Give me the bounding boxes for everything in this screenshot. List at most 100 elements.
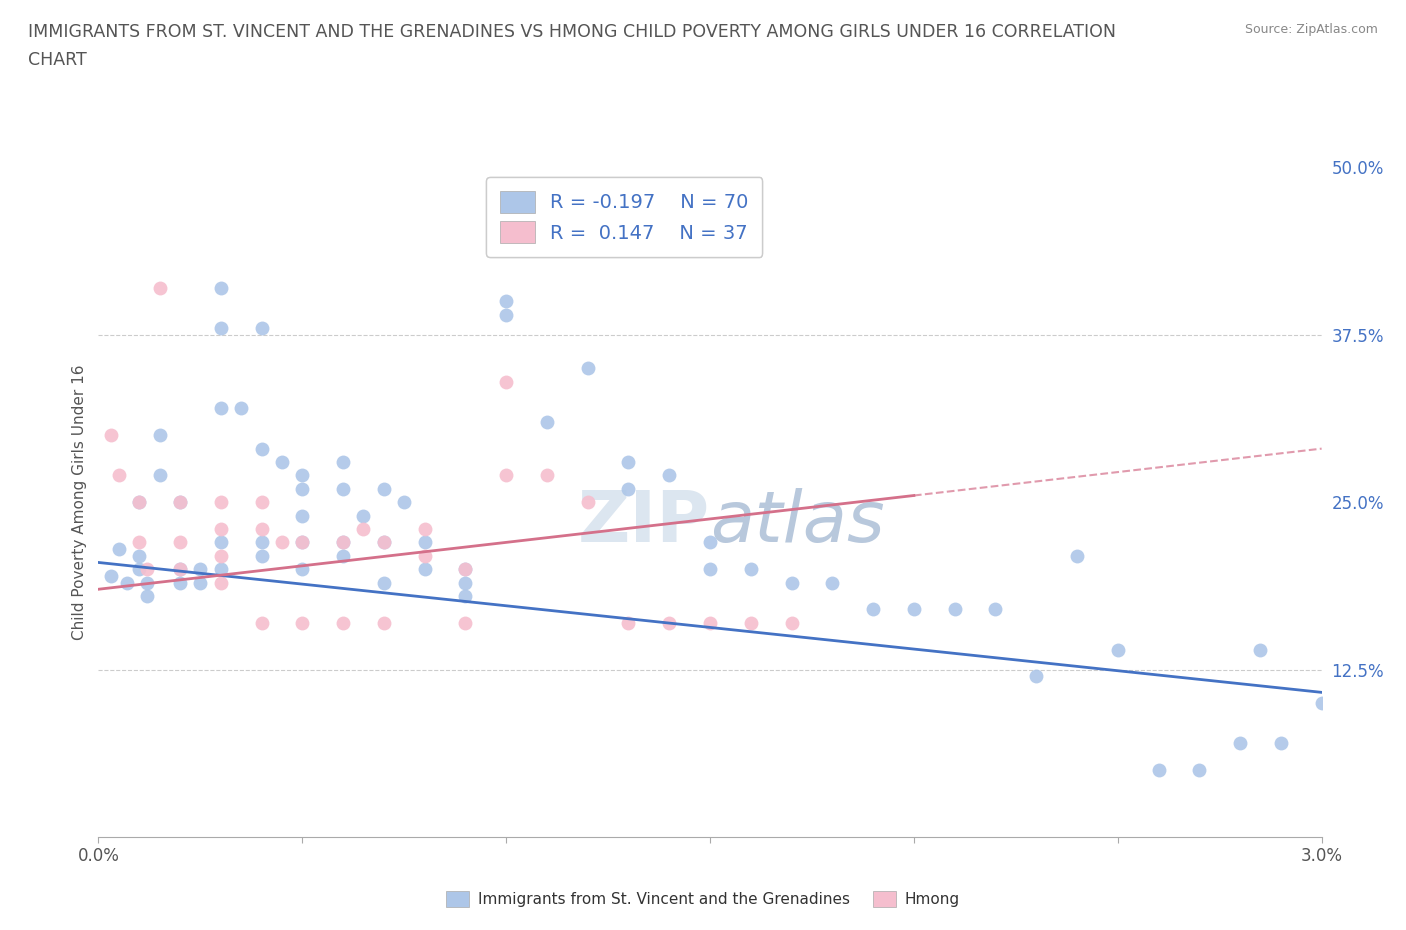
Point xyxy=(128,549,150,564)
Point xyxy=(169,575,191,590)
Point xyxy=(332,482,354,497)
Point xyxy=(413,535,436,550)
Text: Source: ZipAtlas.com: Source: ZipAtlas.com xyxy=(1244,23,1378,36)
Point xyxy=(291,482,314,497)
Text: atlas: atlas xyxy=(710,488,884,557)
Point xyxy=(1229,736,1251,751)
Point xyxy=(250,549,273,564)
Point xyxy=(943,602,966,617)
Point xyxy=(454,562,477,577)
Point xyxy=(128,535,150,550)
Point xyxy=(188,562,212,577)
Point xyxy=(209,495,232,510)
Point xyxy=(903,602,925,617)
Point xyxy=(454,562,477,577)
Legend: Immigrants from St. Vincent and the Grenadines, Hmong: Immigrants from St. Vincent and the Gren… xyxy=(440,884,966,913)
Point xyxy=(291,468,314,483)
Point xyxy=(291,535,314,550)
Point xyxy=(136,575,159,590)
Point xyxy=(1188,763,1211,777)
Point xyxy=(495,468,517,483)
Point xyxy=(169,562,191,577)
Point xyxy=(1270,736,1292,751)
Point xyxy=(231,401,253,416)
Point xyxy=(617,482,640,497)
Point xyxy=(1025,669,1047,684)
Point xyxy=(576,495,599,510)
Point xyxy=(169,535,191,550)
Point xyxy=(149,428,172,443)
Point xyxy=(454,575,477,590)
Point xyxy=(576,361,599,376)
Point xyxy=(270,535,292,550)
Point xyxy=(536,468,558,483)
Point xyxy=(699,535,721,550)
Point xyxy=(658,616,681,631)
Point xyxy=(984,602,1007,617)
Point xyxy=(270,455,292,470)
Point xyxy=(209,562,232,577)
Point xyxy=(1310,696,1333,711)
Point xyxy=(136,562,159,577)
Point xyxy=(209,321,232,336)
Point xyxy=(373,616,395,631)
Point xyxy=(209,535,232,550)
Point xyxy=(250,535,273,550)
Point xyxy=(209,401,232,416)
Point xyxy=(373,482,395,497)
Point xyxy=(1107,642,1129,657)
Point xyxy=(136,589,159,604)
Point xyxy=(373,575,395,590)
Point xyxy=(100,428,122,443)
Point xyxy=(128,562,150,577)
Point xyxy=(373,535,395,550)
Point xyxy=(413,522,436,537)
Point xyxy=(352,508,374,523)
Point xyxy=(115,575,138,590)
Point xyxy=(209,281,232,296)
Point xyxy=(169,562,191,577)
Point xyxy=(188,575,212,590)
Point xyxy=(250,616,273,631)
Point xyxy=(740,562,762,577)
Point xyxy=(617,455,640,470)
Point xyxy=(149,281,172,296)
Point xyxy=(332,535,354,550)
Point xyxy=(617,616,640,631)
Text: CHART: CHART xyxy=(28,51,87,69)
Point xyxy=(250,495,273,510)
Point xyxy=(495,294,517,309)
Point xyxy=(1249,642,1271,657)
Point xyxy=(1066,549,1088,564)
Point xyxy=(495,374,517,389)
Point xyxy=(291,616,314,631)
Point xyxy=(209,549,232,564)
Point xyxy=(332,616,354,631)
Legend: R = -0.197    N = 70, R =  0.147    N = 37: R = -0.197 N = 70, R = 0.147 N = 37 xyxy=(486,177,762,257)
Point xyxy=(699,562,721,577)
Point xyxy=(373,535,395,550)
Point xyxy=(250,441,273,456)
Point xyxy=(169,495,191,510)
Point xyxy=(291,535,314,550)
Point xyxy=(209,522,232,537)
Point xyxy=(169,495,191,510)
Point xyxy=(332,455,354,470)
Y-axis label: Child Poverty Among Girls Under 16: Child Poverty Among Girls Under 16 xyxy=(72,365,87,640)
Point xyxy=(740,616,762,631)
Point xyxy=(332,549,354,564)
Text: ZIP: ZIP xyxy=(578,488,710,557)
Point xyxy=(149,468,172,483)
Point xyxy=(780,616,803,631)
Point xyxy=(454,589,477,604)
Point xyxy=(108,541,131,556)
Point xyxy=(108,468,131,483)
Point xyxy=(536,415,558,430)
Point xyxy=(332,535,354,550)
Point xyxy=(1147,763,1170,777)
Point xyxy=(392,495,416,510)
Point xyxy=(413,549,436,564)
Point xyxy=(291,562,314,577)
Point xyxy=(100,568,122,583)
Point xyxy=(862,602,884,617)
